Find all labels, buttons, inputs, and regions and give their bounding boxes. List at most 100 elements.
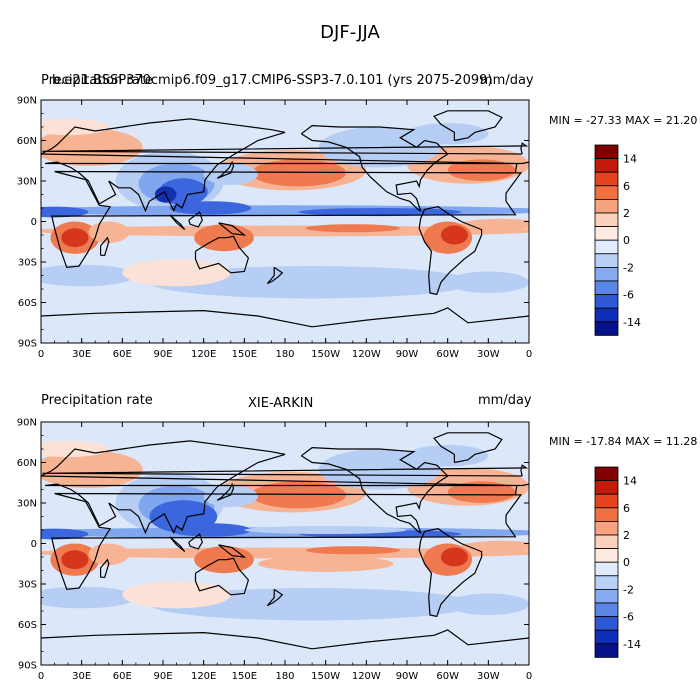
- coastline: [266, 266, 284, 285]
- coastline: [266, 588, 284, 607]
- colorbar-swatch: [594, 493, 619, 509]
- coastline: [51, 492, 523, 591]
- panel1-units-label: mm/day: [480, 73, 534, 88]
- coastline: [216, 160, 235, 179]
- panel2-center-label: XIE-ARKIN: [248, 396, 314, 411]
- coastline: [194, 557, 250, 596]
- colorbar-swatch: [594, 466, 619, 482]
- colorbar-label: 6: [623, 502, 630, 515]
- x-tick-label: 150W: [311, 349, 340, 360]
- precip-anomaly-region: [61, 228, 89, 248]
- precip-anomaly-region: [122, 259, 231, 287]
- coastline: [216, 482, 235, 501]
- colorbar-swatch: [594, 321, 619, 336]
- coastline: [188, 211, 203, 228]
- precip-anomaly-region: [41, 440, 109, 458]
- colorbar-swatch: [594, 239, 619, 255]
- coastline: [169, 214, 186, 231]
- coastline: [300, 446, 449, 534]
- colorbar-label: -2: [623, 583, 634, 596]
- coastline: [218, 544, 247, 558]
- precipitation-map-observed: 0 30E 60E 90E 120E 150E 180 150W 120W 90W 60W 30W 09…: [17, 418, 532, 683]
- precip-anomaly-region: [169, 201, 252, 215]
- x-tick-label: 60W: [436, 349, 459, 360]
- x-tick-label: 150W: [311, 671, 340, 682]
- colorbar-swatch: [594, 521, 619, 536]
- colorbar-label: -14: [623, 638, 641, 651]
- precip-anomaly-region: [447, 593, 529, 616]
- precip-anomaly-region: [41, 586, 136, 609]
- colorbar-swatch: [594, 226, 619, 241]
- coastline: [418, 206, 483, 296]
- precip-anomaly-region: [41, 450, 143, 489]
- panel1-left-label: Precipitation rate: [41, 73, 153, 88]
- precip-anomaly-region: [41, 547, 529, 559]
- y-tick-label: 60S: [18, 298, 37, 309]
- colorbar-swatch: [594, 280, 619, 296]
- precip-anomaly-region: [41, 264, 136, 287]
- precip-anomaly-region: [461, 540, 529, 552]
- x-tick-label: 30E: [72, 349, 91, 360]
- coastline: [100, 558, 110, 578]
- colorbar-label: 14: [623, 475, 637, 488]
- x-tick-label: 30W: [477, 349, 500, 360]
- colorbar-swatch: [594, 253, 619, 268]
- coastline: [433, 110, 503, 142]
- precip-anomaly-region: [407, 122, 489, 145]
- y-tick-label: 60N: [17, 136, 37, 147]
- y-tick-label: 30N: [17, 499, 37, 510]
- colorbar-swatch: [594, 307, 619, 323]
- y-tick-label: 90S: [18, 339, 37, 350]
- y-tick-label: 90N: [17, 418, 37, 429]
- y-tick-label: 90N: [17, 96, 37, 107]
- x-tick-label: 30E: [72, 671, 91, 682]
- precip-anomaly-region: [440, 225, 469, 245]
- x-tick-label: 90E: [153, 349, 172, 360]
- colorbar-swatch: [594, 158, 619, 173]
- precip-anomaly-region: [203, 163, 258, 186]
- x-tick-label: 180: [275, 349, 294, 360]
- panel2-units-label: mm/day: [478, 393, 532, 408]
- coastline: [100, 236, 110, 256]
- colorbar-swatch: [594, 144, 619, 160]
- precip-anomaly-region: [305, 546, 401, 555]
- precip-anomaly-region: [440, 547, 469, 567]
- panel1-case-label: b.e21.BSSP370cmip6.f09_g17.CMIP6-SSP3-7.…: [52, 73, 493, 88]
- colorbar-swatch: [594, 199, 619, 214]
- x-tick-label: 30W: [477, 671, 500, 682]
- y-tick-label: 60S: [18, 620, 37, 631]
- coastline: [41, 629, 529, 650]
- colorbar-label: 2: [623, 529, 630, 542]
- x-tick-label: 60E: [113, 349, 132, 360]
- precip-anomaly-region: [461, 218, 529, 230]
- precip-anomaly-region: [41, 206, 89, 218]
- y-tick-label: 60N: [17, 458, 37, 469]
- precip-anomaly-region: [41, 225, 529, 237]
- colorbar-swatch: [594, 294, 619, 309]
- colorbar-label: 0: [623, 556, 630, 569]
- y-tick-label: 30S: [18, 580, 37, 591]
- precip-anomaly-region: [251, 159, 346, 187]
- coastline: [433, 432, 503, 464]
- x-tick-label: 150E: [232, 349, 257, 360]
- y-tick-label: 0: [31, 217, 37, 228]
- x-tick-label: 120E: [191, 671, 216, 682]
- precip-anomaly-region: [149, 500, 218, 533]
- y-tick-label: 30S: [18, 258, 37, 269]
- coastline: [41, 118, 517, 213]
- precip-anomaly-region: [244, 525, 407, 535]
- colorbar-label: 14: [623, 153, 637, 166]
- x-tick-label: 0: [38, 671, 44, 682]
- coastline: [169, 536, 186, 553]
- x-tick-label: 90W: [396, 349, 419, 360]
- panel2-left-label: Precipitation rate: [41, 393, 153, 408]
- colorbar-swatch: [594, 589, 619, 604]
- y-tick-label: 30N: [17, 177, 37, 188]
- x-tick-label: 60W: [436, 671, 459, 682]
- x-tick-label: 120E: [191, 349, 216, 360]
- colorbar-model: 14 6 2 0 -2 -6 -14: [594, 144, 641, 336]
- coastline: [42, 142, 529, 155]
- x-tick-label: 120W: [352, 349, 381, 360]
- coastline: [51, 170, 523, 269]
- coastline: [514, 161, 529, 173]
